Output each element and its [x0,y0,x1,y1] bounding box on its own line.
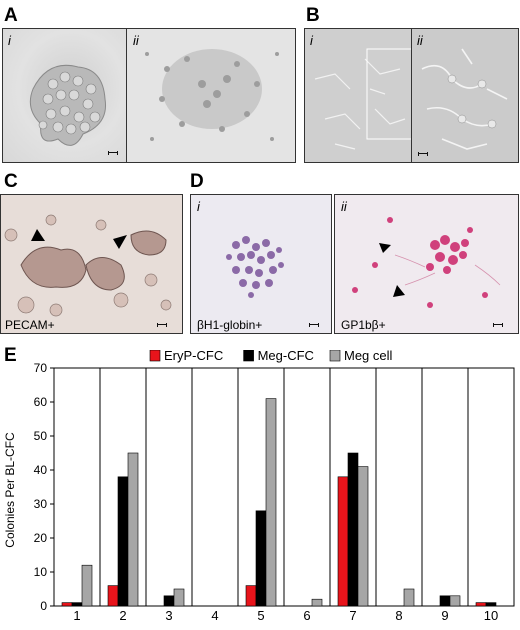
scale-bar [108,151,118,155]
scale-bar [493,323,503,327]
y-tick-label: 20 [34,531,48,545]
bar-meg-cfc [347,452,359,607]
x-tick-label: 5 [257,608,264,620]
y-tick-label: 30 [34,497,48,511]
bar-eryp-cfc [61,602,73,607]
dispersed-cells-shape [145,49,279,141]
globin-colony-shape [226,236,284,298]
bar-meg-cell [81,564,93,607]
y-tick-label: 10 [34,565,48,579]
legend-swatch [243,350,254,362]
y-tick-label: 0 [40,599,47,613]
sub-label-d-i: i [197,199,200,214]
sub-label-d-ii: ii [341,199,347,214]
caption-pecam: PECAM+ [5,318,55,332]
x-tick-label: 7 [349,608,356,620]
panel-a-image-i: i [2,28,127,163]
bar-meg-cfc [71,602,83,607]
bar-meg-cell [173,588,185,607]
sub-label-b-ii: ii [417,33,423,48]
x-tick-label: 8 [395,608,402,620]
legend-swatch [329,350,341,362]
scale-bar [309,323,319,327]
bar-meg-cfc [117,476,129,607]
bar-meg-cell [127,452,139,607]
caption-gp1b: GP1bβ+ [341,318,386,332]
panel-label-b: B [306,5,320,26]
legend-label: Meg cell [344,350,393,363]
x-tick-label: 3 [165,608,172,620]
panel-label-d: D [190,171,204,192]
y-tick-label: 70 [34,361,48,375]
legend-label: EryP-CFC [164,350,223,363]
bar-meg-cell [403,588,415,607]
x-tick-label: 4 [211,608,218,620]
sub-label-a-ii: ii [133,33,139,48]
bar-meg-cell [265,398,277,607]
x-tick-label: 9 [441,608,448,620]
panel-label-a: A [4,5,18,26]
y-axis-label: Colonies Per BL-CFC [3,432,17,548]
panel-label-c: C [4,171,18,192]
bar-meg-cell [449,595,461,607]
bar-eryp-cfc [245,585,257,607]
bar-chart: Colonies Per BL-CFC EryP-CFC Meg-CFC Meg c… [3,350,515,620]
pecam-cells-shape [4,214,172,317]
bar-meg-cell [311,598,323,607]
panel-label-e: E [4,345,17,366]
cell-cluster-shape [29,64,107,146]
caption-globin: βH1-globin+ [197,318,263,332]
x-tick-label: 1 [73,608,80,620]
bar-meg-cfc [485,602,497,607]
bar-meg-cell [357,466,369,607]
y-tick-label: 40 [34,463,48,477]
panel-a-image-ii: ii [126,28,296,163]
spindle-cells-zoom-shape [421,48,508,150]
y-tick-label: 50 [34,429,48,443]
bar-meg-cfc [163,595,175,607]
scale-bar [418,152,428,156]
spindle-cells-shape [314,48,411,150]
panel-b-image-i: i [304,28,412,163]
scale-bar [157,323,167,327]
x-tick-label: 10 [484,608,498,620]
panel-d-image-ii: ii GP1bβ+ [334,194,519,334]
bar-meg-cfc [439,595,451,607]
legend-label: Meg-CFC [258,350,314,363]
panel-d-image-i: i βH1-globin+ [190,194,332,334]
legend-swatch [149,350,161,362]
bar-eryp-cfc [107,585,119,607]
y-tick-label: 60 [34,395,48,409]
x-tick-label: 6 [303,608,310,620]
x-tick-label: 2 [119,608,126,620]
panel-b-image-ii: ii [411,28,519,163]
bar-eryp-cfc [337,476,349,607]
bar-meg-cfc [255,510,267,607]
bar-eryp-cfc [475,602,487,607]
gp1b-colony-shape [352,217,501,308]
panel-c-image: PECAM+ [0,194,183,334]
sub-label-a-i: i [8,33,11,48]
sub-label-b-i: i [310,33,313,48]
